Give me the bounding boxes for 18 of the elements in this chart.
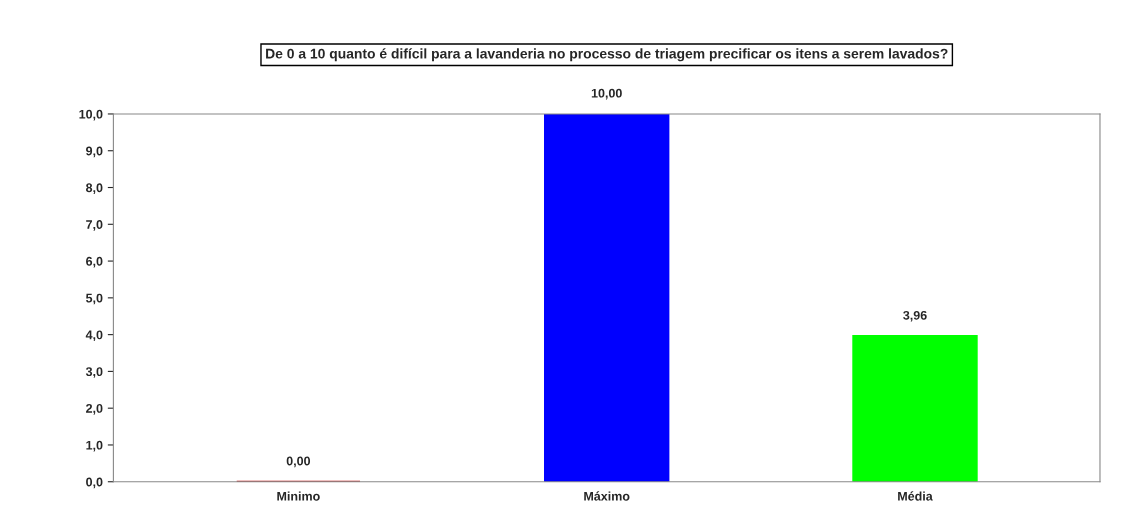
y-tick-label: 8,0 — [86, 183, 103, 194]
y-tick-label: 1,0 — [86, 440, 103, 452]
y-tick-label: 4,0 — [85, 330, 103, 342]
y-tick-label: 10,0 — [79, 109, 103, 121]
y-tick-label: 7,0 — [86, 220, 103, 231]
data-label: 10,00 — [591, 88, 622, 100]
y-tick-label: 3,0 — [85, 367, 103, 378]
x-tick-label: Máximo — [584, 491, 630, 501]
chart-title: De 0 a 10 quanto é difícil para a lavanderia no processo de triagem precificar os itens a serem lavados? — [266, 48, 948, 62]
y-tick-label: 9,0 — [86, 146, 103, 158]
x-tick-label: Minimo — [277, 491, 320, 501]
x-tick-label: Média — [898, 491, 933, 501]
data-label: 3,96 — [903, 310, 927, 322]
y-tick-label: 6,0 — [86, 256, 103, 268]
y-tick-label: 0,0 — [86, 477, 103, 489]
y-tick-label: 5,0 — [85, 293, 103, 305]
data-label: 0,00 — [286, 456, 311, 468]
y-tick-label: 2,0 — [86, 403, 103, 415]
